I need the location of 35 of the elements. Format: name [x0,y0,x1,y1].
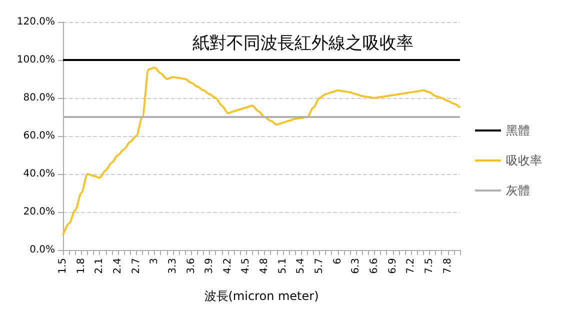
x-tick-label: 3.6 [186,258,197,274]
x-tick-label: 6.9 [387,258,398,274]
x-tick-label: 4.2 [222,258,234,274]
x-tick-label: 2.7 [130,258,142,274]
x-tick-label: 3 [149,258,160,264]
x-tick-label: 1.8 [76,258,87,274]
x-tick-label: 2.1 [94,258,106,274]
legend-label: 黑體 [506,124,530,138]
legend-label: 灰體 [506,184,530,198]
y-tick-label: 20.0% [23,206,55,218]
x-tick-label: 6.6 [368,258,380,274]
x-tick-label: 5.7 [314,258,326,274]
x-tick-label: 6.3 [350,258,362,274]
x-tick-label: 3.9 [204,258,216,274]
x-tick-label: 7.8 [442,258,454,274]
text: 紙對不同波長紅外線之吸收率 [192,34,414,54]
x-tick-label: 6 [332,258,344,264]
legend-label: 吸收率 [506,154,542,168]
x-tick-label: 7.2 [406,258,417,274]
y-tick-label: 40.0% [23,168,55,180]
x-tick-label: 5.1 [277,258,288,274]
y-tick-label: 120.0% [16,16,55,28]
x-tick-label: 4.8 [259,258,270,274]
y-tick-label: 80.0% [23,92,55,104]
x-tick-label: 7.5 [424,258,435,274]
line-series [62,66,461,236]
x-axis-title: 波長(micron meter) [204,289,319,303]
y-tick-label: 0.0% [30,244,55,256]
y-tick-label: 60.0% [23,130,55,142]
x-tick-label: 1.5 [58,258,68,274]
x-tick-label: 5.4 [296,258,307,274]
y-tick-label: 100.0% [16,54,55,66]
x-tick-label: 2.4 [112,258,124,274]
x-tick-label: 3.3 [167,258,178,274]
x-tick-label: 4.5 [240,258,252,274]
